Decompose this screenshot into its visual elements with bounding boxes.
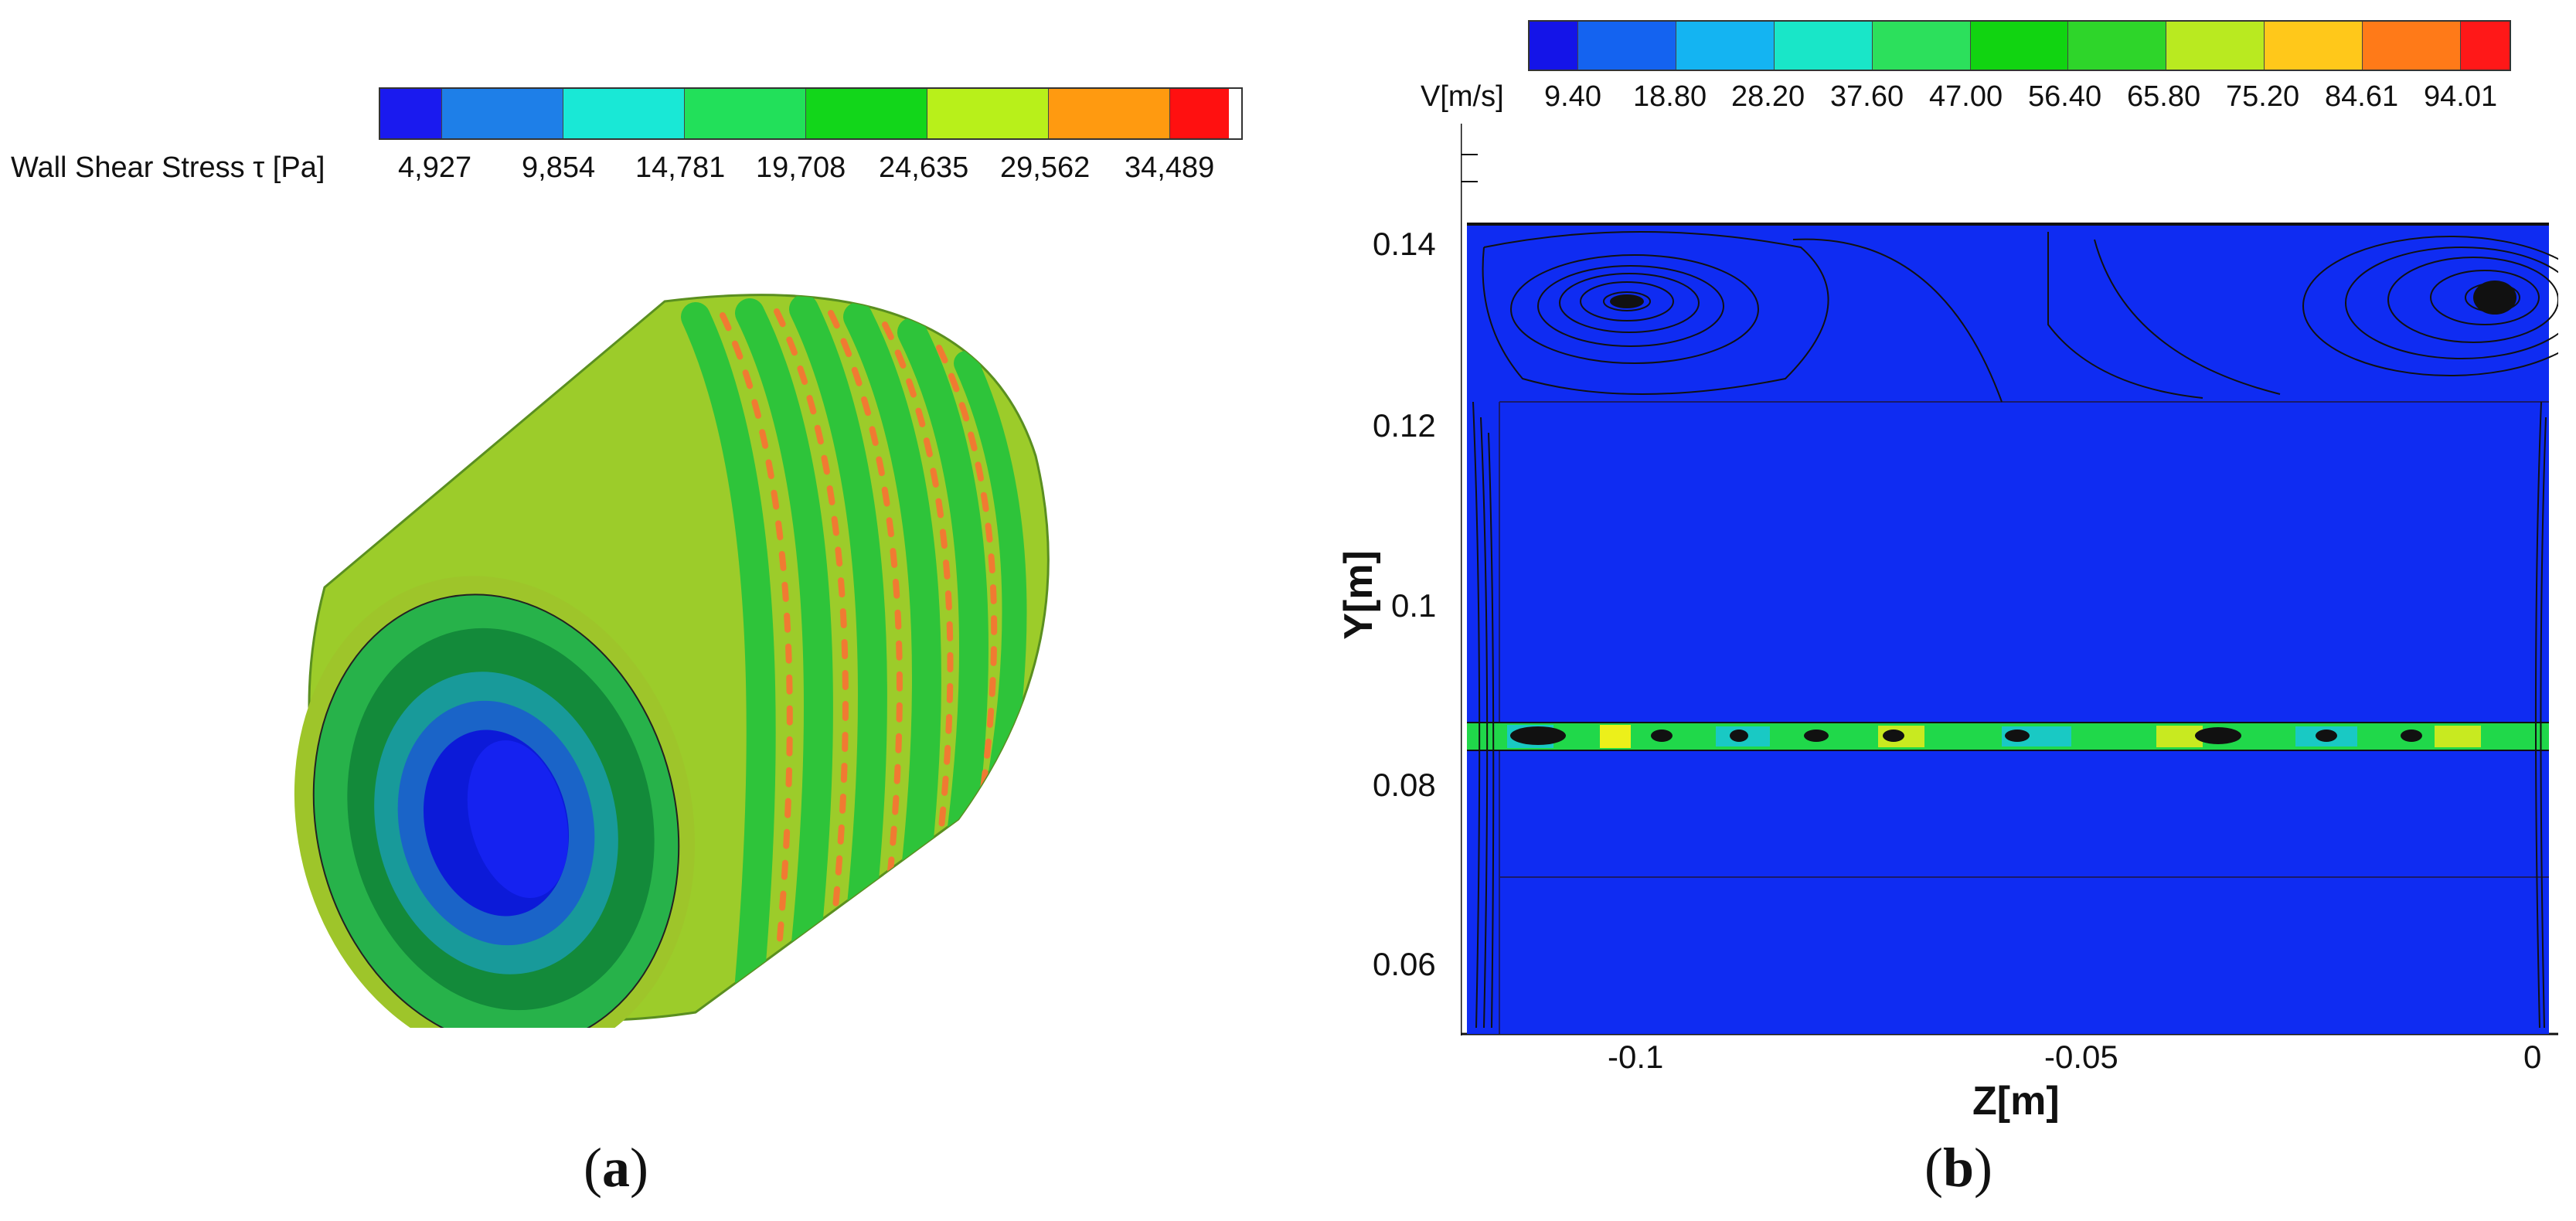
streamlines-left-vortex: [1482, 231, 1829, 395]
caption-paren: (: [1924, 1137, 1943, 1199]
colorbar-swatch: [442, 89, 563, 138]
caption-b: (b): [1924, 1136, 1992, 1200]
legend-tick: 9,854: [522, 151, 596, 184]
legend-tick: 56.40: [2028, 80, 2102, 113]
x-tick-label: -0.1: [1608, 1039, 1664, 1075]
velocity-colorbar: [1528, 20, 2511, 71]
shear-stripes: [681, 294, 1027, 996]
streamlines-side-walls: [1472, 401, 2547, 1029]
vortex-core-left: [1610, 294, 1644, 308]
x-axis-title: Z[m]: [1972, 1079, 2060, 1124]
caption-letter: b: [1942, 1137, 1975, 1199]
colorbar-swatch: [927, 89, 1049, 138]
legend-tick: 29,562: [1000, 151, 1091, 184]
inner-bore-shadow: [467, 740, 569, 899]
y-tick-label: 0.06: [1373, 946, 1436, 982]
shear-stress-colorbar: [379, 87, 1243, 140]
legend-tick: 75.20: [2226, 80, 2300, 113]
legend-tick: 65.80: [2127, 80, 2201, 113]
legend-tick: 19,708: [756, 151, 846, 184]
colorbar-swatch: [2460, 22, 2510, 70]
legend-tick: 47.00: [1929, 80, 2003, 113]
legend-tick: 84.61: [2325, 80, 2399, 113]
velocity-legend-title: V[m/s]: [1421, 80, 1504, 113]
colorbar-swatch: [1775, 22, 1873, 70]
caption-paren: (: [584, 1137, 602, 1199]
legend-tick: 14,781: [635, 151, 726, 184]
cylinder-render: [294, 294, 1050, 1028]
colorbar-swatch: [685, 89, 806, 138]
x-tick-label: 0: [2523, 1039, 2542, 1075]
legend-tick: 9.40: [1544, 80, 1601, 113]
caption-letter: a: [601, 1137, 630, 1199]
y-tick-label: 0.12: [1373, 407, 1436, 444]
front-face-outline: [312, 593, 680, 1028]
caption-paren: ): [1974, 1137, 1993, 1199]
legend-tick: 94.01: [2424, 80, 2498, 113]
colorbar-swatch: [2362, 22, 2461, 70]
legend-tick: 37.60: [1830, 80, 1904, 113]
colorbar-swatch: [1676, 22, 1775, 70]
shear-stress-legend-title: Wall Shear Stress τ [Pa]: [11, 151, 325, 184]
caption-a: (a): [584, 1136, 648, 1200]
colorbar-swatch: [2166, 22, 2265, 70]
colorbar-swatch: [2068, 22, 2167, 70]
colorbar-swatch: [806, 89, 927, 138]
colorbar-swatch: [2264, 22, 2363, 70]
legend-tick: 28.20: [1731, 80, 1805, 113]
y-axis-title: Y[m]: [1336, 550, 1381, 640]
gap-vortices: [1510, 726, 2422, 745]
colorbar-swatch: [1170, 89, 1229, 138]
colorbar-swatch: [1872, 22, 1971, 70]
colorbar-swatch: [1049, 89, 1170, 138]
y-tick-label: 0.08: [1373, 767, 1436, 803]
colorbar-swatch: [1530, 22, 1579, 70]
flow-field: [1467, 224, 2549, 1034]
colorbar-swatch: [1970, 22, 2069, 70]
velocity-contour-plot: [1461, 124, 2558, 1036]
y-tick-label: 0.14: [1373, 226, 1436, 262]
legend-tick: 34,489: [1125, 151, 1215, 184]
colorbar-swatch: [1578, 22, 1677, 70]
streamlines-right-vortex: [1792, 232, 2558, 403]
legend-tick: 4,927: [398, 151, 472, 184]
legend-tick: 24,635: [879, 151, 969, 184]
vortex-core-right: [2473, 281, 2516, 315]
x-tick-label: -0.05: [2044, 1039, 2118, 1075]
y-tick-label: 0.1: [1391, 587, 1437, 624]
colorbar-swatch: [380, 89, 442, 138]
colorbar-swatch: [563, 89, 685, 138]
legend-tick: 18.80: [1633, 80, 1707, 113]
caption-paren: ): [629, 1137, 648, 1199]
